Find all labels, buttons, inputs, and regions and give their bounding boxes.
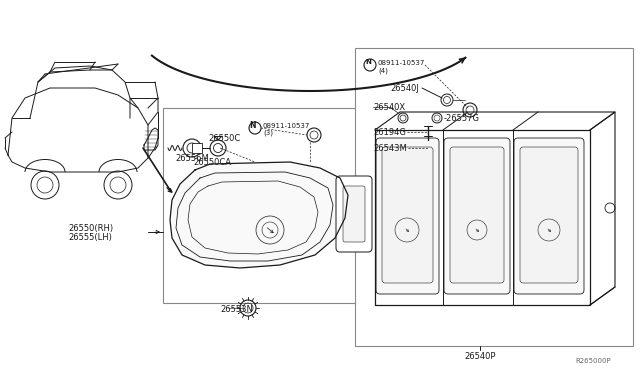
Text: 08911-10537: 08911-10537: [378, 60, 426, 66]
Text: 26550(RH): 26550(RH): [68, 224, 113, 232]
Polygon shape: [170, 162, 348, 268]
FancyBboxPatch shape: [450, 147, 504, 283]
Text: 26550C: 26550C: [208, 134, 240, 142]
Text: (4): (4): [378, 68, 388, 74]
Bar: [192, 143, 202, 153]
Text: 26543M: 26543M: [373, 144, 407, 153]
FancyBboxPatch shape: [444, 138, 510, 294]
FancyBboxPatch shape: [520, 147, 578, 283]
FancyBboxPatch shape: [514, 138, 584, 294]
Text: -26557G: -26557G: [444, 113, 480, 122]
Text: 26194G: 26194G: [373, 128, 406, 137]
FancyBboxPatch shape: [343, 186, 365, 242]
Text: 26550CA: 26550CA: [193, 157, 231, 167]
Bar: [355, 48, 633, 346]
Text: N: N: [249, 121, 255, 129]
Text: 26556M: 26556M: [175, 154, 209, 163]
Text: R265000P: R265000P: [575, 358, 611, 364]
Text: 26540J: 26540J: [390, 83, 419, 93]
Text: N: N: [365, 59, 371, 65]
Bar: [163, 108, 356, 303]
FancyBboxPatch shape: [336, 176, 372, 252]
FancyBboxPatch shape: [382, 147, 433, 283]
Text: 08911-10537: 08911-10537: [263, 123, 310, 129]
Text: 26540X: 26540X: [373, 103, 405, 112]
Text: 26553N: 26553N: [220, 305, 253, 314]
Text: (3): (3): [263, 130, 273, 136]
Text: 26555(LH): 26555(LH): [68, 232, 112, 241]
Text: 26540P: 26540P: [464, 352, 496, 361]
FancyBboxPatch shape: [376, 138, 439, 294]
